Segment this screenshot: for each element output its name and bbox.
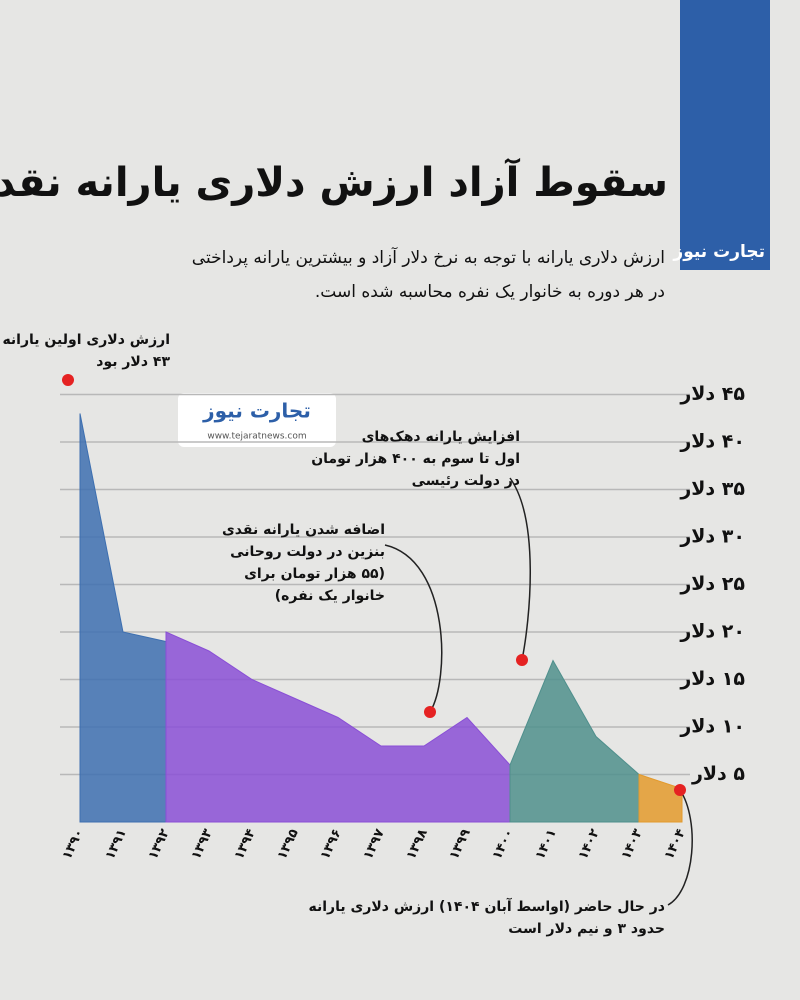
x-tick-label: ۱۳۹۶: [318, 827, 345, 862]
annotation-dot: [674, 784, 686, 796]
x-tick-label: ۱۳۹۰: [60, 827, 87, 862]
x-tick-label: ۱۳۹۱: [103, 827, 130, 862]
area: [638, 773, 683, 823]
annotation: افزایش یارانه دهک‌های: [362, 429, 520, 445]
logo-box: [178, 393, 336, 447]
x-tick-label: ۱۳۹۵: [275, 827, 302, 862]
x-tick-label: ۱۳۹۳: [189, 827, 216, 862]
x-tick-label: ۱۴۰۱: [533, 827, 560, 862]
y-tick-label: ۱۰ دلار: [679, 716, 745, 738]
y-tick-label: ۴۵ دلار: [679, 383, 745, 405]
annotation: ۴۳ دلار بود: [96, 354, 170, 370]
area: [165, 631, 511, 823]
annotation: اضافه شدن یارانه نقدی: [222, 522, 385, 538]
x-tick-label: ۱۴۰۳: [619, 827, 646, 862]
chart-title: سقوط آزاد ارزش دلاری یارانه نقدی: [0, 157, 668, 206]
y-tick-label: ۲۵ دلار: [679, 573, 745, 595]
x-tick-label: ۱۴۰۰: [490, 827, 517, 862]
annotation: خانوار یک نفره): [275, 588, 385, 604]
annotation: ارزش دلاری اولین یارانه: [2, 332, 170, 348]
y-tick-label: ۳۵ دلار: [679, 478, 745, 500]
annotation: اول تا سوم به ۴۰۰ هزار تومان: [311, 451, 520, 467]
annotation-line: [384, 544, 443, 713]
annotation: در دولت رئیسی: [412, 473, 520, 489]
annotation-line: [667, 789, 693, 906]
y-tick-label: ۵ دلار: [691, 763, 745, 785]
annotation-line: [509, 477, 531, 661]
subtitle: در هر دوره به خانوار یک نفره محاسبه شده …: [315, 282, 665, 302]
annotation: حدود ۳ و نیم دلار است: [508, 921, 665, 937]
y-tick-label: ۲۰ دلار: [679, 621, 745, 643]
x-tick-label: ۱۳۹۴: [232, 827, 259, 862]
brand-bar: [680, 0, 770, 270]
area: [79, 413, 167, 823]
annotation: (۵۵ هزار تومان برای: [244, 566, 385, 582]
website: www.tejaratnews.com: [207, 432, 306, 442]
x-tick-label: ۱۳۹۸: [404, 827, 431, 862]
brand: تجارت نیوز: [202, 399, 311, 423]
brand: تجارت نیوز: [672, 242, 765, 262]
annotation-dot: [516, 654, 528, 666]
subtitle: ارزش دلاری یارانه با توجه به نرخ دلار آز…: [192, 246, 665, 268]
annotation: بنزین در دولت روحانی: [230, 544, 385, 560]
y-tick-label: ۴۰ دلار: [679, 431, 745, 453]
annotation: در حال حاضر (اواسط آبان ۱۴۰۴) ارزش دلاری…: [309, 897, 666, 915]
annotation-dot: [62, 374, 74, 386]
annotation-dot: [424, 706, 436, 718]
x-tick-label: ۱۴۰۴: [662, 827, 689, 862]
y-tick-label: ۱۵ دلار: [679, 668, 745, 690]
x-tick-label: ۱۳۹۷: [361, 827, 388, 862]
x-tick-label: ۱۴۰۲: [576, 827, 603, 862]
x-tick-label: ۱۳۹۹: [447, 827, 474, 862]
x-tick-label: ۱۳۹۲: [146, 827, 173, 862]
area: [509, 659, 640, 823]
y-tick-label: ۳۰ دلار: [679, 526, 745, 548]
